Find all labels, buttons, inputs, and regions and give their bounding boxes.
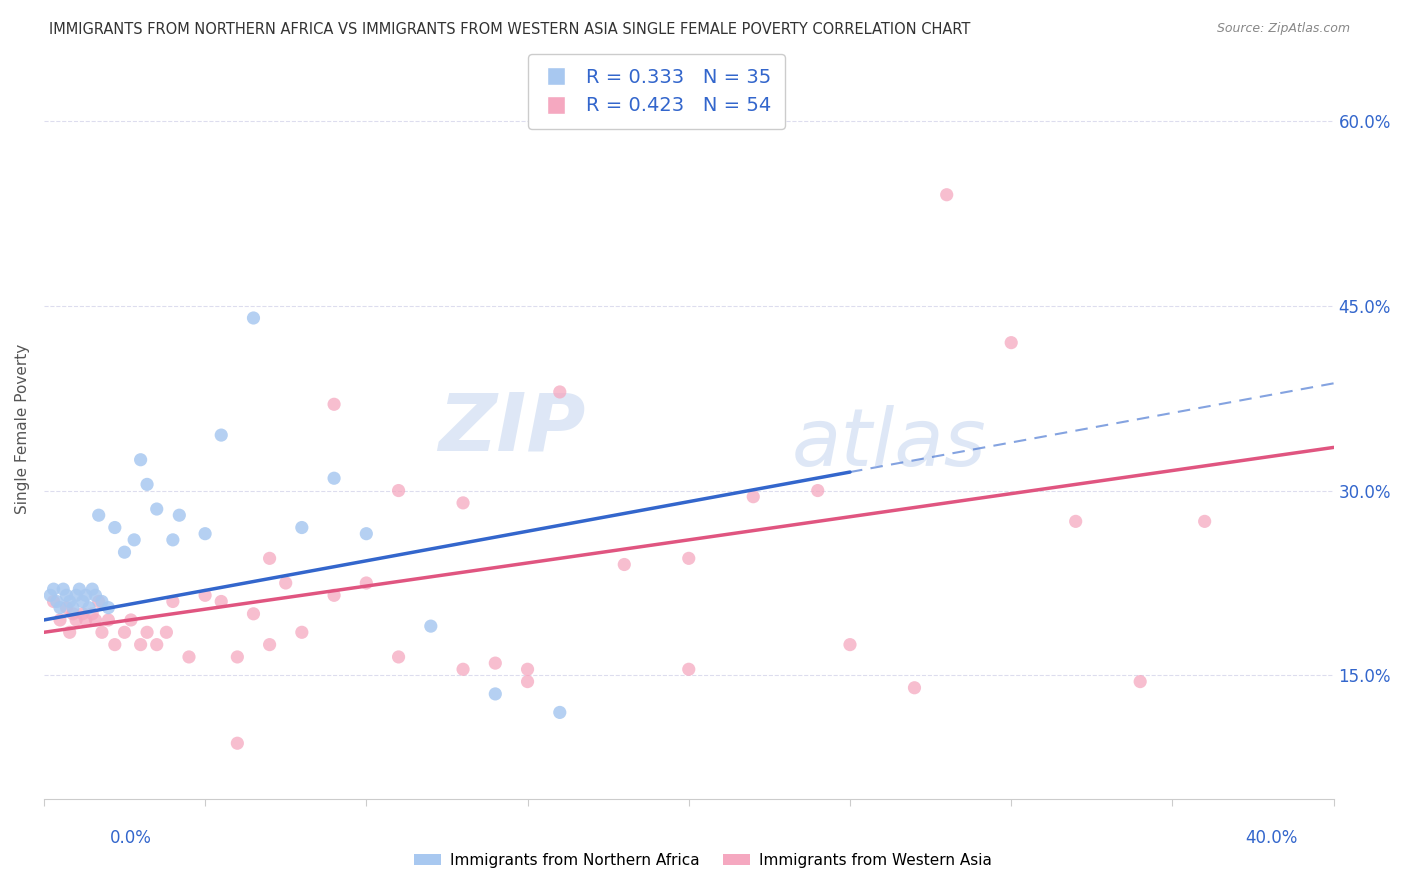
Point [226, 736, 249, 750]
Point [65, 613, 87, 627]
Point [75, 588, 97, 602]
Point [162, 533, 184, 547]
Point [484, 687, 506, 701]
Point [451, 496, 474, 510]
Point [451, 662, 474, 676]
Point [129, 638, 152, 652]
Point [49, 600, 72, 615]
Point [323, 397, 346, 411]
Point [97, 600, 120, 615]
Point [72, 607, 94, 621]
Point [59, 594, 82, 608]
Point [114, 625, 136, 640]
Text: atlas: atlas [792, 405, 987, 483]
Point [104, 520, 127, 534]
Point [177, 649, 200, 664]
Point [52, 582, 75, 596]
Point [356, 526, 378, 541]
Text: ZIP: ZIP [439, 390, 585, 468]
Point [90, 625, 112, 640]
Point [387, 649, 409, 664]
Point [122, 533, 145, 547]
Point [323, 588, 346, 602]
Point [87, 508, 110, 523]
Point [935, 187, 957, 202]
Point [145, 502, 167, 516]
Point [1064, 514, 1087, 528]
Point [678, 551, 700, 566]
Point [274, 576, 297, 591]
Point [291, 625, 314, 640]
Point [39, 588, 62, 602]
Point [291, 520, 314, 534]
Point [67, 582, 90, 596]
Point [548, 384, 571, 399]
Point [169, 508, 191, 523]
Point [59, 625, 82, 640]
Point [516, 674, 538, 689]
Point [484, 656, 506, 670]
Point [84, 588, 107, 602]
Point [259, 551, 281, 566]
Y-axis label: Single Female Poverty: Single Female Poverty [15, 343, 30, 514]
Point [678, 662, 700, 676]
Point [72, 594, 94, 608]
Point [209, 428, 232, 442]
Point [129, 452, 152, 467]
Legend: Immigrants from Northern Africa, Immigrants from Western Asia: Immigrants from Northern Africa, Immigra… [408, 847, 998, 873]
Point [548, 706, 571, 720]
Point [82, 607, 104, 621]
Point [155, 625, 177, 640]
Point [162, 594, 184, 608]
Text: Source: ZipAtlas.com: Source: ZipAtlas.com [1216, 22, 1350, 36]
Point [55, 600, 77, 615]
Point [55, 588, 77, 602]
Point [323, 471, 346, 485]
Point [45, 594, 67, 608]
Point [839, 638, 862, 652]
Point [120, 613, 142, 627]
Point [62, 607, 84, 621]
Point [807, 483, 830, 498]
Point [82, 582, 104, 596]
Point [194, 526, 217, 541]
Point [62, 600, 84, 615]
Text: IMMIGRANTS FROM NORTHERN AFRICA VS IMMIGRANTS FROM WESTERN ASIA SINGLE FEMALE PO: IMMIGRANTS FROM NORTHERN AFRICA VS IMMIG… [49, 22, 970, 37]
Point [419, 619, 441, 633]
Point [42, 582, 65, 596]
Text: 40.0%: 40.0% [1246, 829, 1298, 847]
Legend: R = 0.333   N = 35, R = 0.423   N = 54: R = 0.333 N = 35, R = 0.423 N = 54 [527, 54, 785, 129]
Point [136, 477, 159, 491]
Point [613, 558, 636, 572]
Point [42, 594, 65, 608]
Point [387, 483, 409, 498]
Point [49, 613, 72, 627]
Point [356, 576, 378, 591]
Point [104, 638, 127, 652]
Point [903, 681, 925, 695]
Point [87, 594, 110, 608]
Point [194, 588, 217, 602]
Point [145, 638, 167, 652]
Point [1000, 335, 1022, 350]
Point [75, 613, 97, 627]
Point [242, 607, 264, 621]
Point [136, 625, 159, 640]
Point [742, 490, 765, 504]
Point [84, 613, 107, 627]
Point [242, 310, 264, 325]
Point [1194, 514, 1216, 528]
Point [114, 545, 136, 559]
Point [209, 594, 232, 608]
Point [516, 662, 538, 676]
Point [226, 649, 249, 664]
Point [77, 600, 100, 615]
Point [1129, 674, 1152, 689]
Point [90, 594, 112, 608]
Point [97, 613, 120, 627]
Text: 0.0%: 0.0% [110, 829, 152, 847]
Point [259, 638, 281, 652]
Point [65, 588, 87, 602]
